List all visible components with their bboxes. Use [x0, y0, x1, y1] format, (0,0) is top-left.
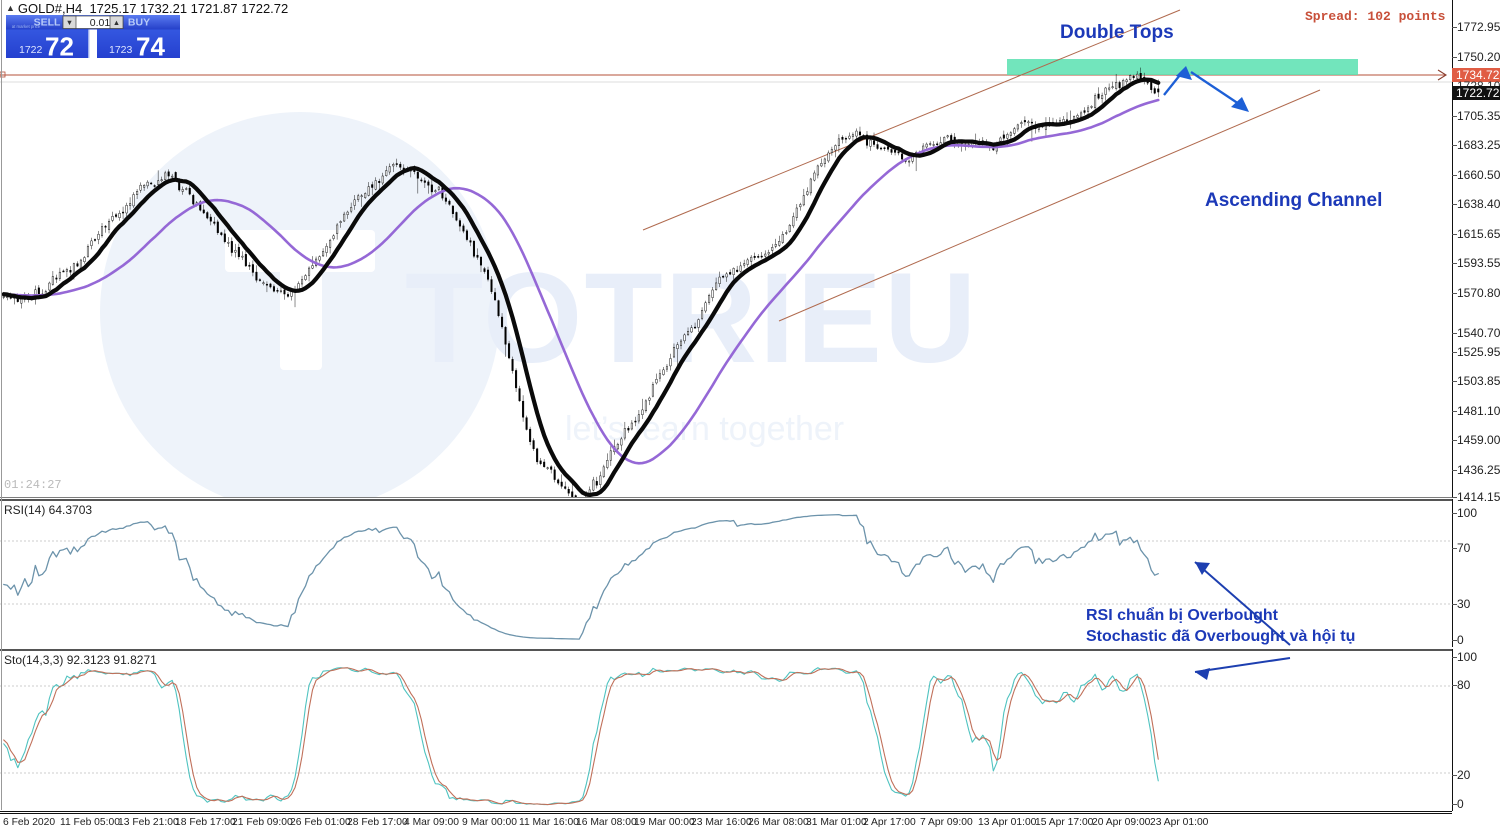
svg-text:▼: ▼ [66, 18, 73, 27]
svg-text:74: 74 [136, 32, 165, 59]
svg-text:0.01: 0.01 [90, 17, 111, 29]
svg-text:72: 72 [45, 32, 74, 59]
svg-text:▲: ▲ [113, 18, 120, 27]
svg-text:1722: 1722 [19, 44, 43, 56]
svg-text:1723: 1723 [109, 44, 133, 56]
svg-text:at market price: at market price [12, 24, 41, 29]
svg-text:BUY: BUY [128, 17, 150, 29]
